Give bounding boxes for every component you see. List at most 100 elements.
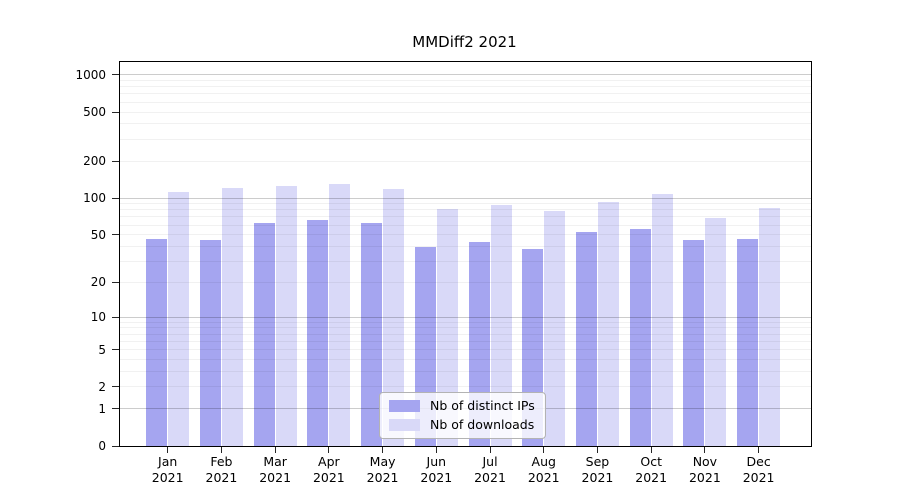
x-tick-label-apr: Apr 2021	[312, 454, 345, 485]
bar-distinct-ips-mar	[253, 223, 275, 446]
legend-swatch-distinct-ips	[389, 399, 420, 412]
major-gridline-1000	[120, 74, 811, 76]
minor-gridline-3	[120, 371, 811, 373]
bar-downloads-jan	[168, 191, 190, 446]
x-tick-mark-jun	[435, 447, 437, 453]
y-tick-label-10: 10	[90, 310, 106, 325]
y-tick-mark-10	[112, 316, 119, 318]
bar-downloads-apr	[329, 184, 351, 446]
y-tick-label-1: 1	[98, 401, 106, 416]
x-tick-label-nov: Nov 2021	[688, 454, 721, 485]
major-gridline-100	[120, 197, 811, 199]
legend-label-distinct-ips: Nb of distinct IPs	[430, 398, 535, 413]
x-tick-label-oct: Oct 2021	[635, 454, 668, 485]
x-tick-label-aug: Aug 2021	[527, 454, 560, 485]
y-tick-label-500: 500	[83, 105, 106, 120]
y-tick-mark-0	[112, 445, 119, 447]
bar-distinct-ips-feb	[199, 240, 221, 446]
x-tick-mark-sep	[596, 447, 598, 453]
y-tick-label-1000: 1000	[75, 67, 106, 82]
legend: Nb of distinct IPs Nb of downloads	[379, 392, 546, 439]
y-tick-mark-50	[112, 234, 119, 236]
bar-distinct-ips-oct	[629, 228, 651, 446]
legend-item-distinct-ips: Nb of distinct IPs	[389, 398, 535, 413]
x-tick-mark-nov	[704, 447, 706, 453]
grid-layer	[120, 62, 811, 446]
x-tick-mark-aug	[543, 447, 545, 453]
x-tick-label-mar: Mar 2021	[259, 454, 292, 485]
bar-distinct-ips-apr	[307, 220, 329, 446]
minor-gridline-20	[120, 281, 811, 283]
bar-downloads-sep	[597, 201, 619, 446]
x-tick-mark-dec	[758, 447, 760, 453]
minor-gridline-4	[120, 359, 811, 361]
major-gridline-10	[120, 316, 811, 318]
plot-area: Nb of distinct IPs Nb of downloads 0 1 2 5 1…	[75, 61, 812, 485]
y-tick-label-2: 2	[98, 379, 106, 394]
x-tick-label-dec: Dec 2021	[742, 454, 775, 485]
bar-downloads-may	[383, 188, 405, 446]
y-tick-label-20: 20	[90, 275, 106, 290]
minor-gridline-5	[120, 349, 811, 351]
x-tick-mark-oct	[650, 447, 652, 453]
minor-gridline-500	[120, 111, 811, 113]
legend-label-downloads: Nb of downloads	[430, 417, 535, 432]
y-tick-mark-500	[112, 111, 119, 113]
bar-downloads-jul	[490, 205, 512, 446]
minor-gridline-400	[120, 123, 811, 125]
minor-gridline-700	[120, 93, 811, 95]
x-tick-mark-apr	[328, 447, 330, 453]
bar-downloads-mar	[275, 186, 297, 446]
y-tick-mark-5	[112, 349, 119, 351]
y-tick-mark-20	[112, 281, 119, 283]
minor-gridline-90	[120, 203, 811, 205]
y-tick-mark-1000	[112, 74, 119, 76]
y-tick-mark-2	[112, 386, 119, 388]
x-tick-mark-mar	[274, 447, 276, 453]
y-tick-label-5: 5	[98, 342, 106, 357]
minor-gridline-60	[120, 224, 811, 226]
minor-gridline-900	[120, 80, 811, 81]
minor-gridline-200	[120, 160, 811, 162]
minor-gridline-7	[120, 333, 811, 335]
x-tick-label-jul: Jul 2021	[474, 454, 506, 485]
y-tick-mark-200	[112, 160, 119, 162]
y-tick-mark-100	[112, 197, 119, 199]
bar-distinct-ips-dec	[737, 239, 759, 446]
minor-gridline-30	[120, 261, 811, 263]
chart-title: MMDiff2 2021	[412, 33, 517, 51]
bar-distinct-ips-jan	[146, 239, 168, 446]
x-tick-label-sep: Sep 2021	[581, 454, 614, 485]
x-tick-label-may: May 2021	[366, 454, 399, 485]
minor-gridline-9	[120, 321, 811, 323]
minor-gridline-300	[120, 138, 811, 140]
bar-distinct-ips-nov	[683, 240, 705, 446]
y-tick-label-50: 50	[90, 227, 106, 242]
bar-downloads-jun	[436, 209, 458, 446]
bar-downloads-nov	[705, 217, 727, 446]
x-tick-mark-jan	[167, 447, 169, 453]
x-tick-mark-may	[382, 447, 384, 453]
bar-downloads-aug	[544, 211, 566, 446]
minor-gridline-40	[120, 245, 811, 247]
minor-gridline-8	[120, 327, 811, 329]
minor-gridline-6	[120, 340, 811, 342]
minor-gridline-800	[120, 86, 811, 88]
bar-downloads-dec	[759, 207, 781, 446]
bar-distinct-ips-may	[361, 223, 383, 446]
minor-gridline-80	[120, 209, 811, 211]
y-tick-label-200: 200	[83, 154, 106, 169]
x-tick-mark-jul	[489, 447, 491, 453]
y-tick-mark-1	[112, 408, 119, 410]
bar-downloads-feb	[221, 187, 243, 446]
y-tick-label-0: 0	[98, 439, 106, 453]
x-tick-mark-feb	[220, 447, 222, 453]
legend-swatch-downloads	[389, 418, 420, 431]
x-tick-label-jun: Jun 2021	[420, 454, 453, 485]
legend-item-downloads: Nb of downloads	[389, 417, 535, 432]
minor-gridline-70	[120, 216, 811, 218]
bar-downloads-oct	[651, 194, 673, 446]
y-tick-label-100: 100	[83, 191, 106, 206]
x-tick-label-jan: Jan 2021	[151, 454, 184, 485]
